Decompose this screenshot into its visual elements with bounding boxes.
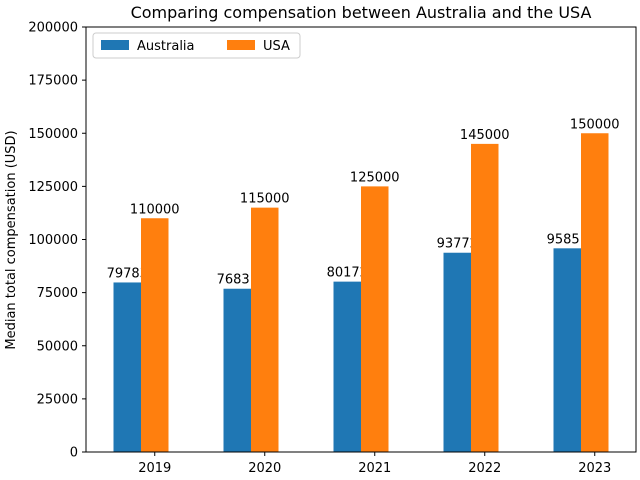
legend-box: [92, 32, 301, 59]
data-label-australia-2019: 79783: [107, 266, 148, 281]
bar-australia-2023: [553, 248, 581, 452]
series-usa: 110000 115000 125000 145000 150000: [130, 117, 620, 453]
y-axis: 0 25000 50000 75000 100000 125000 150000 175000…: [28, 21, 86, 461]
y-tick-label: 75000: [37, 286, 78, 301]
data-label-australia-2021: 80172: [327, 266, 368, 281]
y-tick-label: 50000: [37, 339, 78, 354]
y-tick-label: 175000: [28, 74, 78, 89]
legend-label-australia: Australia: [137, 39, 195, 54]
bar-australia-2020: [223, 288, 251, 452]
bar-usa-2020: [251, 207, 279, 452]
bar-usa-2022: [471, 143, 499, 453]
chart-title: Comparing compensation between Australia…: [131, 3, 592, 22]
y-tick-label: 200000: [28, 21, 78, 36]
data-label-australia-2020: 76831: [217, 273, 258, 288]
plot-area: 79783 76831 80172 93772 95851 110000 115000 125…: [28, 21, 637, 476]
bar-usa-2023: [581, 133, 609, 452]
legend-label-usa: USA: [263, 39, 290, 54]
legend-swatch-australia: [101, 40, 129, 50]
data-label-usa-2022: 145000: [460, 128, 510, 143]
y-tick-label: 100000: [28, 233, 78, 248]
y-tick-label: 25000: [37, 392, 78, 407]
x-tick-label: 2022: [468, 461, 501, 476]
bar-usa-2021: [361, 186, 389, 453]
data-label-australia-2023: 95851: [547, 232, 588, 247]
x-axis: 2019 2020 2021 2022 2023: [138, 452, 611, 476]
data-label-usa-2021: 125000: [350, 170, 400, 185]
y-axis-label: Median total compensation (USD): [4, 130, 19, 349]
bar-australia-2022: [443, 252, 471, 452]
data-label-usa-2023: 150000: [570, 117, 620, 132]
bar-australia-2019: [113, 282, 141, 452]
y-tick-label: 125000: [28, 180, 78, 195]
legend: Australia USA: [92, 32, 301, 59]
data-label-australia-2022: 93772: [437, 237, 478, 252]
x-tick-label: 2021: [358, 461, 391, 476]
x-tick-label: 2019: [138, 461, 171, 476]
y-tick-label: 150000: [28, 127, 78, 142]
x-tick-label: 2020: [248, 461, 281, 476]
data-label-usa-2019: 110000: [130, 202, 180, 217]
series-australia: 79783 76831 80172 93772 95851: [107, 232, 588, 452]
data-label-usa-2020: 115000: [240, 192, 290, 207]
bar-australia-2021: [333, 281, 361, 452]
x-tick-label: 2023: [578, 461, 611, 476]
y-tick-label: 0: [70, 446, 78, 461]
legend-swatch-usa: [227, 40, 255, 50]
bar-usa-2019: [141, 218, 169, 452]
